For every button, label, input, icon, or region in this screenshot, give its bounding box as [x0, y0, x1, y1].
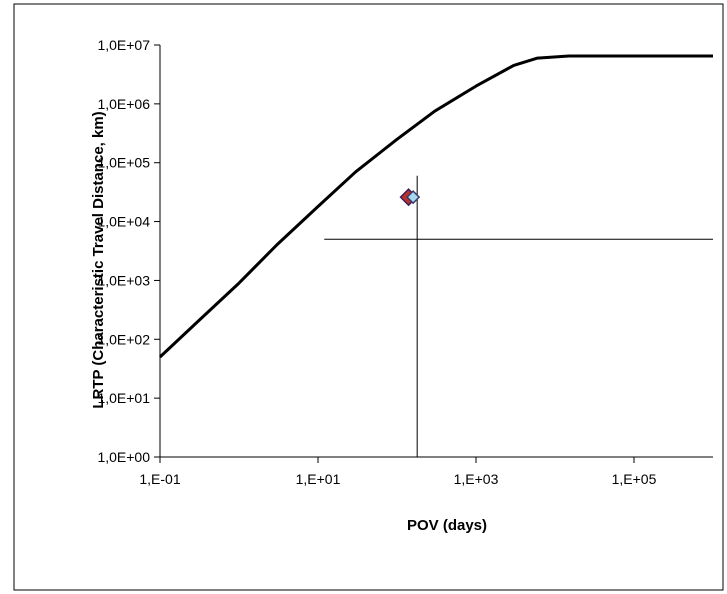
series-line	[158, 54, 713, 359]
chart-border	[13, 3, 724, 591]
y-tick-label: 1,0E+00	[97, 449, 150, 465]
y-tick-label: 1,0E+01	[97, 390, 150, 406]
y-tick-label: 1,0E+06	[97, 96, 150, 112]
tick-labels: 1,0E+00 1,0E+01 1,0E+02 1,0E+03 1,0E+04 1,0E+…	[97, 37, 656, 487]
points-layer	[399, 188, 421, 207]
y-tick-label: 1,0E+07	[97, 37, 150, 53]
y-tick-label: 1,0E+04	[97, 214, 150, 230]
data-point-diamond	[406, 190, 421, 205]
x-tick-label: 1,E+05	[612, 471, 657, 487]
y-axis-title: LRTP (Characteristic Travel Distance, km…	[90, 111, 107, 408]
y-tick-label: 1,0E+03	[97, 272, 150, 288]
x-tick-label: 1,E-01	[139, 471, 180, 487]
x-tick-label: 1,E+01	[296, 471, 341, 487]
x-tick-label: 1,E+03	[454, 471, 499, 487]
plot-area	[324, 175, 713, 457]
x-axis-title: POV (days)	[407, 517, 487, 534]
y-tick-label: 1,0E+05	[97, 155, 150, 171]
y-tick-label: 1,0E+02	[97, 331, 150, 347]
series-layer	[158, 54, 713, 359]
axes	[154, 44, 713, 463]
